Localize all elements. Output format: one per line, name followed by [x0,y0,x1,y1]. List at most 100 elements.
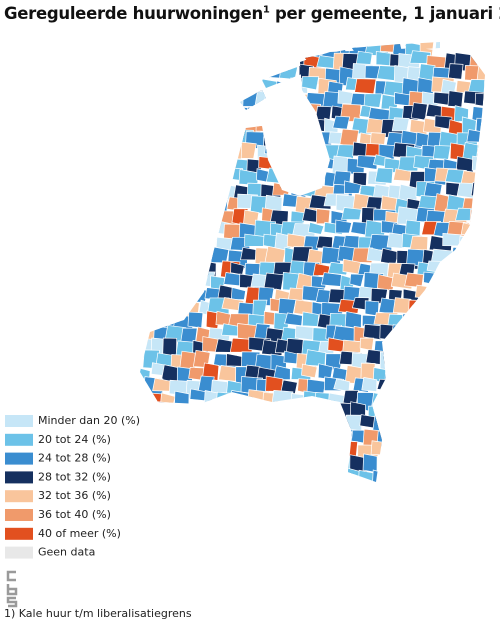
municipality [317,469,335,482]
municipality [159,42,175,59]
municipality [205,181,225,202]
municipality [206,158,227,179]
municipality [458,288,483,303]
municipality [469,209,485,225]
municipality [487,207,500,225]
municipality [172,53,189,74]
municipality [413,469,437,482]
municipality [440,340,460,356]
municipality [220,106,238,127]
municipality [159,117,175,133]
municipality [147,129,171,149]
municipality [218,470,237,482]
municipality [392,297,412,314]
municipality [198,221,219,237]
municipality [430,338,454,357]
municipality [407,427,424,449]
municipality [468,338,485,355]
municipality [483,389,485,403]
municipality [187,470,209,482]
municipality [140,406,162,425]
municipality [280,404,303,425]
municipality [412,442,432,461]
municipality [432,403,453,420]
municipality [210,144,233,165]
municipality [440,286,464,301]
municipality [238,65,256,83]
municipality [251,403,275,420]
municipality [273,106,297,123]
municipality [230,415,254,430]
municipality [171,431,192,447]
municipality [140,156,149,172]
municipality [465,403,481,423]
municipality [457,362,481,380]
municipality [340,483,357,499]
municipality [271,128,295,143]
municipality [141,299,159,314]
municipality [210,428,228,442]
municipality [199,169,218,186]
municipalities [140,42,500,499]
municipality [155,248,179,266]
municipality [306,480,331,482]
municipality [418,299,442,318]
municipality [448,352,463,367]
municipality [471,234,485,251]
municipality [263,272,284,291]
municipality [173,286,191,300]
municipality [428,310,447,330]
municipality [164,52,188,74]
municipality [294,481,317,482]
municipality [266,428,285,449]
municipality [184,66,205,85]
municipality [415,363,433,383]
municipality [236,42,254,59]
municipality [234,106,259,123]
municipality [447,90,464,108]
municipality [422,429,439,450]
municipality [163,286,186,301]
municipality [393,352,417,372]
municipality [482,155,485,170]
municipality [379,351,399,371]
municipality [260,466,277,482]
municipality [215,391,237,409]
municipality [198,480,216,482]
logo-b [6,584,18,596]
legend-label: 36 tot 40 (%) [38,508,111,521]
municipality [263,92,288,110]
municipality [467,79,485,94]
municipality [319,416,340,436]
municipality [431,468,449,482]
municipality [140,259,151,276]
municipality [264,141,283,157]
municipality [140,42,162,60]
municipality [480,340,485,358]
municipality [370,440,393,456]
municipality [213,66,234,85]
municipality [356,155,378,170]
municipality [173,233,195,255]
municipality [140,51,153,69]
municipality [390,324,411,342]
municipality [447,297,464,319]
municipality [253,454,272,471]
municipality [482,314,485,335]
municipality [148,470,172,482]
municipality [384,366,405,385]
municipality [419,326,442,346]
municipality [365,349,389,366]
municipality [305,156,326,174]
municipality [141,249,160,269]
municipality [474,376,485,390]
municipality [237,456,255,477]
municipality [383,337,409,352]
municipality [447,479,472,482]
municipality [386,443,402,458]
municipality [489,378,500,397]
municipality [179,415,201,429]
municipality [180,170,205,189]
municipality [140,284,154,299]
municipality [183,143,203,163]
